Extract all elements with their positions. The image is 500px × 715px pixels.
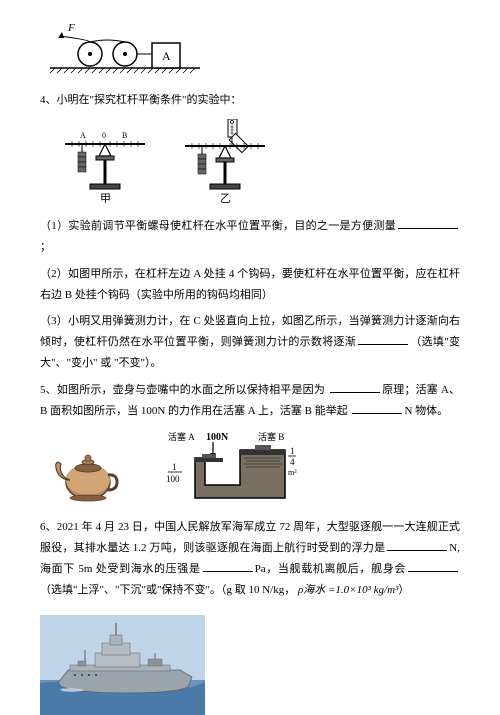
figure-levers: A 0 B 甲 (60, 119, 460, 204)
question-4-p3: （3）小明又用弹簧测力计，在 C 处竖直向上拉，如图乙所示，当弹簧测力计逐渐向右… (40, 311, 460, 374)
blank-5 (387, 540, 447, 551)
blank-6 (203, 561, 253, 572)
question-4-p1: （1）实验前调节平衡螺母使杠杆在水平位置平衡，目的之一是方便测量； (40, 216, 460, 258)
svg-text:100N: 100N (206, 432, 229, 443)
svg-text:1: 1 (172, 462, 177, 472)
svg-text:活塞 A: 活塞 A (168, 431, 195, 442)
force-label: F (67, 22, 75, 34)
figure-ship (40, 615, 460, 715)
blank-1 (398, 218, 458, 229)
svg-text:甲: 甲 (100, 193, 111, 204)
svg-text:活塞 B: 活塞 B (258, 431, 284, 442)
svg-text:4: 4 (290, 457, 295, 467)
svg-text:乙: 乙 (220, 192, 231, 204)
blank-4 (352, 403, 402, 414)
question-5: 5、如图所示，壶身与壶嘴中的水面之所以保持相平是因为 原理；活塞 A、B 面积如… (40, 380, 460, 422)
svg-text:A: A (80, 131, 86, 140)
blank-2 (358, 334, 408, 345)
svg-text:B: B (122, 131, 127, 140)
question-4-p2: （2）如图甲所示，在杠杆左边 A 处挂 4 个钩码，要使杠杆在水平位置平衡，应在… (40, 264, 460, 306)
figure-pulley: A F (40, 18, 460, 78)
block-a-label: A (162, 49, 171, 63)
question-6: 6、2021 年 4 月 23 日，中国人民解放军海军成立 72 周年，大型驱逐… (40, 517, 460, 601)
density-formula: ρ海水 =1.0×10³ kg/m³ (298, 584, 398, 596)
blank-7 (408, 561, 458, 572)
svg-text:100: 100 (166, 474, 180, 484)
svg-text:0: 0 (102, 131, 106, 140)
svg-text:m²: m² (288, 468, 297, 477)
svg-text:1: 1 (290, 446, 295, 456)
blank-3 (330, 382, 380, 393)
figure-teapot-pistons: 活塞 A 100N 活塞 B 1 100 1 4 m² (50, 430, 460, 505)
question-4-title: 4、小明在"探究杠杆平衡条件"的实验中： (40, 90, 460, 111)
